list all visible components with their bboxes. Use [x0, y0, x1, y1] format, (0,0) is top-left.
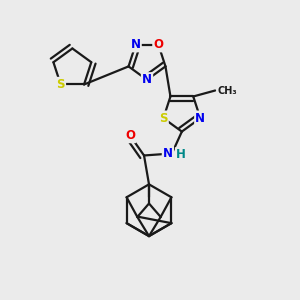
Text: N: N: [195, 112, 205, 125]
Text: H: H: [176, 148, 186, 161]
Text: O: O: [153, 38, 164, 51]
Text: S: S: [56, 78, 65, 91]
Text: S: S: [159, 112, 168, 125]
Text: O: O: [125, 129, 135, 142]
Text: N: N: [142, 73, 152, 86]
Text: CH₃: CH₃: [217, 85, 237, 95]
Text: N: N: [130, 38, 141, 51]
Text: N: N: [163, 147, 173, 160]
